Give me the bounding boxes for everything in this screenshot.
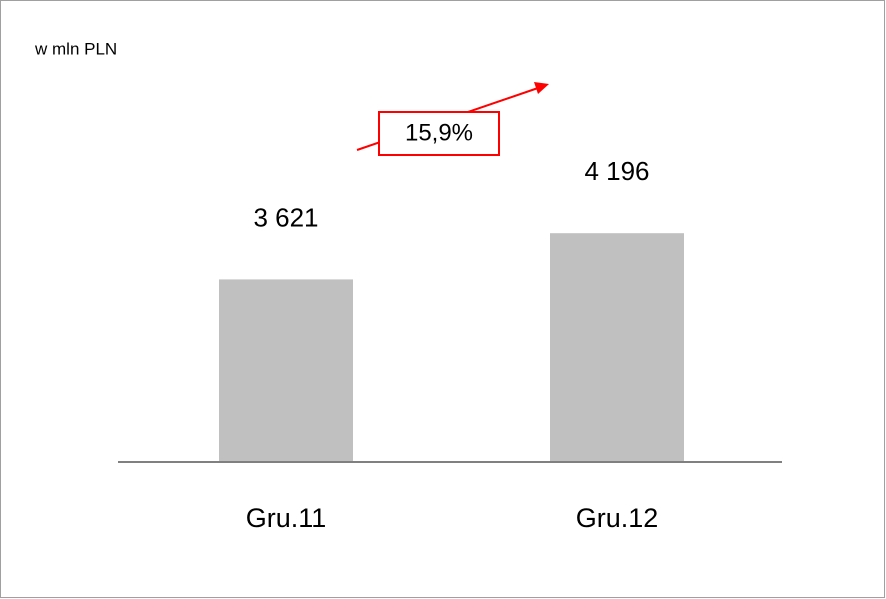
bar	[550, 233, 684, 462]
annotation-box	[378, 111, 500, 156]
x-tick-label: Gru.11	[246, 503, 327, 533]
value-label: 3 621	[253, 202, 318, 232]
unit-label: w mln PLN	[34, 39, 117, 58]
value-label: 4 196	[584, 156, 649, 186]
arrow-head	[534, 82, 549, 94]
x-tick-label: Gru.12	[576, 503, 659, 533]
annotation: 15,9%	[405, 119, 473, 146]
bar	[219, 279, 353, 462]
